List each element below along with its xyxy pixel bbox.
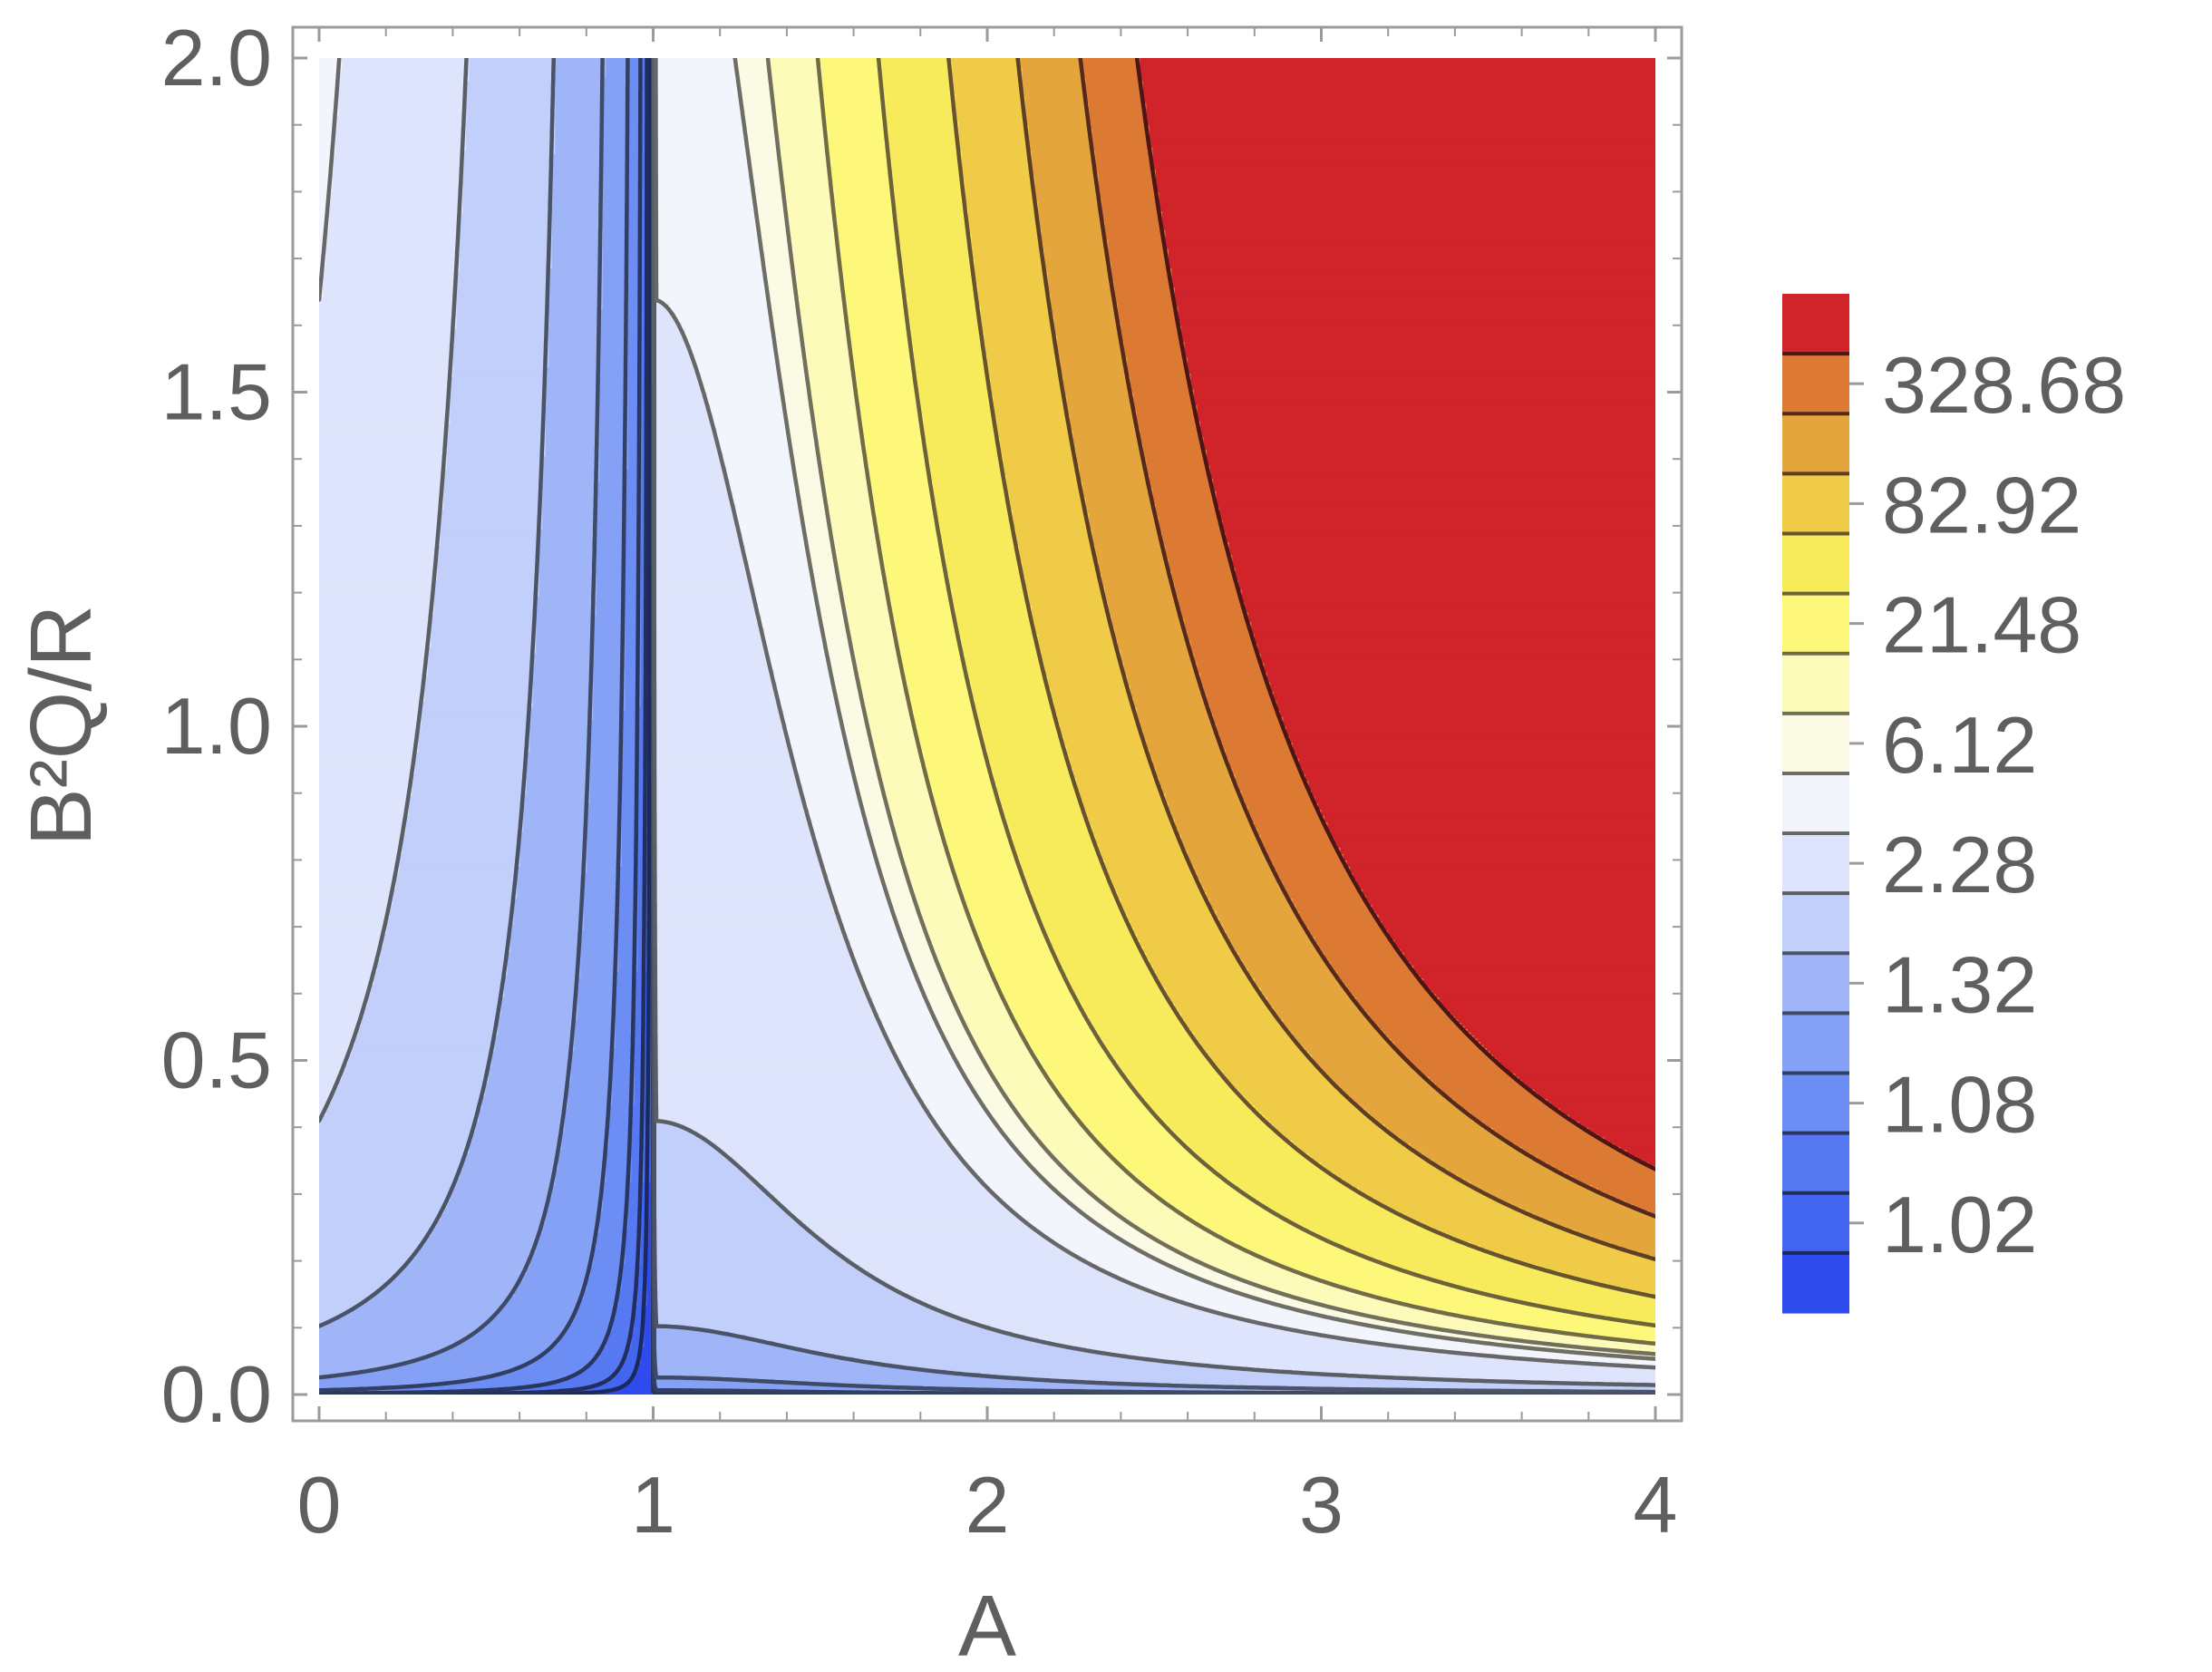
legend-label: 1.32 (1882, 939, 2037, 1029)
legend-label: 328.68 (1882, 340, 2126, 430)
band-8 (319, 58, 1655, 1367)
legend-swatch (1782, 953, 1849, 1015)
legend-swatch (1782, 1132, 1849, 1194)
contour-line-8 (732, 58, 1655, 1361)
x-tick-label: 1 (631, 1460, 675, 1550)
contour-line-9 (765, 58, 1655, 1356)
contour-line-10 (815, 58, 1655, 1346)
contour-bands (319, 58, 1655, 1395)
legend-swatch (1782, 713, 1849, 774)
contour-line-14 (1078, 58, 1655, 1219)
contour-lines (319, 58, 1655, 1395)
y-tick-label: 1.0 (161, 681, 272, 771)
y-tick-label: 0.5 (161, 1016, 272, 1105)
contour-line-7 (319, 58, 1655, 1370)
x-tick-label: 0 (297, 1460, 342, 1550)
band-9 (735, 58, 1655, 1357)
y-axis-label: B²Q/R (13, 605, 110, 847)
band-13 (948, 58, 1655, 1297)
legend-swatch (1782, 833, 1849, 894)
band-15 (1082, 58, 1655, 1214)
legend-swatch (1782, 1192, 1849, 1254)
x-tick-label: 2 (965, 1460, 1010, 1550)
contour-line-6 (319, 58, 1655, 1387)
contour-line-13 (1015, 58, 1655, 1262)
band-4 (319, 58, 1087, 1393)
contour-line-11 (876, 58, 1655, 1328)
legend-label: 82.92 (1882, 460, 2081, 549)
x-tick-label: 4 (1634, 1460, 1678, 1550)
legend-label: 1.02 (1882, 1180, 2037, 1269)
band-6 (319, 58, 1655, 1393)
band-11 (819, 58, 1655, 1341)
x-axis-label: A (958, 1578, 1016, 1672)
legend-label: 2.28 (1882, 820, 2037, 909)
legend-swatch (1782, 354, 1849, 414)
y-tick-label: 0.0 (161, 1349, 272, 1439)
band-14 (1019, 58, 1655, 1259)
legend-swatch (1782, 653, 1849, 714)
y-tick-label: 1.5 (161, 347, 272, 437)
band-17 (1140, 58, 1655, 1166)
contour-line-15 (1134, 58, 1655, 1171)
band-5 (319, 58, 1570, 1393)
color-legend: 328.68 82.92 21.48 6.12 2.28 1.32 1.08 1.02 (1782, 294, 2126, 1314)
band-10 (771, 58, 1655, 1354)
legend-swatch (1782, 1013, 1849, 1074)
legend-label: 1.08 (1882, 1060, 2037, 1150)
x-tick-label: 3 (1299, 1460, 1344, 1550)
y-tick-label: 2.0 (161, 13, 272, 102)
band-3 (319, 58, 778, 1393)
legend-label: 21.48 (1882, 580, 2081, 670)
legend-swatch (1782, 593, 1849, 655)
contour-line-12 (946, 58, 1655, 1299)
legend-swatch (1782, 413, 1849, 474)
band-12 (878, 58, 1655, 1326)
y-axis: 0.0 0.5 1.0 1.5 2.0 (161, 13, 1682, 1439)
legend-swatch (1782, 893, 1849, 954)
legend-swatch (1782, 1073, 1849, 1134)
legend-swatch (1782, 773, 1849, 834)
legend-swatch (1782, 294, 1849, 355)
x-axis: 0 1 2 3 4 (297, 27, 1678, 1550)
legend-swatch (1782, 533, 1849, 595)
legend-swatch (1782, 1252, 1849, 1314)
legend-swatch (1782, 473, 1849, 535)
band-7 (319, 58, 1655, 1386)
legend-label: 6.12 (1882, 700, 2037, 790)
